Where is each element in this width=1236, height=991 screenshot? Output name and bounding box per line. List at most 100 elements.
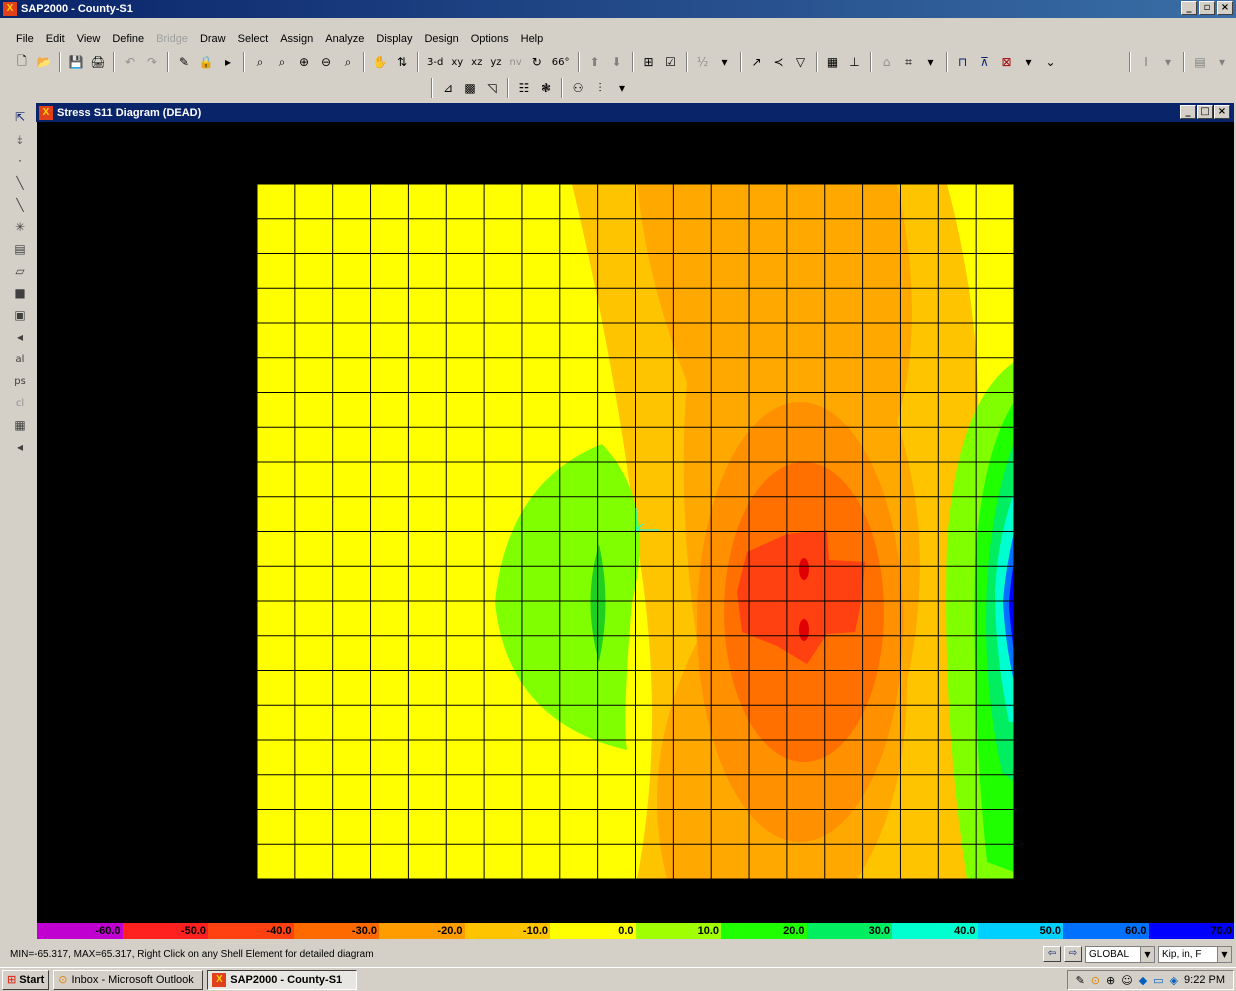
- show-forces-icon[interactable]: ≺: [773, 55, 784, 69]
- units-select[interactable]: Kip, in, F ▼: [1158, 945, 1232, 963]
- rotate-view-icon[interactable]: ↻: [531, 55, 542, 69]
- move-up-icon[interactable]: ⬆: [589, 55, 600, 69]
- show-deformed-icon[interactable]: ↗: [751, 55, 762, 69]
- dropdown-arrow-icon[interactable]: ▾: [1164, 55, 1172, 69]
- chevron-down-icon[interactable]: ▼: [1217, 946, 1231, 962]
- stress-contour-plot[interactable]: [37, 122, 1234, 923]
- quick-draw-area-icon[interactable]: ▣: [14, 308, 26, 322]
- previous-selection-icon[interactable]: ps: [14, 375, 26, 387]
- undo-icon[interactable]: ↶: [124, 55, 136, 69]
- pan-icon[interactable]: ✋: [372, 55, 388, 69]
- view-xy-button[interactable]: xy: [451, 56, 464, 68]
- start-button[interactable]: ⊞ Start: [2, 969, 50, 990]
- lock-icon[interactable]: 🔒: [198, 55, 214, 69]
- menu-bridge[interactable]: Bridge: [156, 33, 188, 45]
- menu-analyze[interactable]: Analyze: [325, 33, 365, 45]
- refresh-icon[interactable]: ⇅: [396, 55, 408, 69]
- pointer-icon[interactable]: ⇱: [14, 110, 26, 124]
- zoom-restore-icon[interactable]: ⌕: [278, 54, 286, 69]
- assign-masses-icon[interactable]: ❃: [540, 81, 552, 95]
- chevron-down-icon[interactable]: ▼: [1140, 946, 1154, 962]
- dropdown-arrow-icon[interactable]: ▾: [721, 55, 728, 69]
- outlook-tray-icon[interactable]: ⊙: [1090, 973, 1100, 987]
- more-left-tools-icon[interactable]: ◂: [16, 330, 24, 344]
- new-file-icon[interactable]: 🗋: [17, 53, 27, 68]
- set-display-options-icon[interactable]: ⊞: [643, 55, 654, 69]
- show-stress-icon[interactable]: ▽: [795, 55, 806, 69]
- brace-icon[interactable]: ⊼: [980, 55, 989, 69]
- zoom-fit-icon[interactable]: ⌕: [344, 54, 352, 69]
- more-left-tools-icon[interactable]: ◂: [16, 440, 24, 454]
- network-icon[interactable]: ◆: [1138, 973, 1148, 987]
- taskbar-item-sap2000[interactable]: X SAP2000 - County-S1: [207, 969, 358, 990]
- section-icon[interactable]: I: [1144, 55, 1148, 69]
- stress-diagram-canvas[interactable]: [37, 122, 1234, 923]
- frame-loads-icon[interactable]: ⫶: [598, 80, 602, 95]
- view-3d-button[interactable]: 3-d: [427, 56, 444, 68]
- menu-edit[interactable]: Edit: [45, 33, 65, 45]
- clear-selection-icon[interactable]: cl: [15, 397, 25, 409]
- view-nv-button[interactable]: nv: [509, 56, 522, 68]
- previous-arrow-icon[interactable]: ⇦: [1043, 946, 1061, 962]
- assign-loads-icon[interactable]: ☷: [518, 81, 530, 95]
- taskbar-item-outlook[interactable]: ⊙ Inbox - Microsoft Outlook: [53, 969, 204, 990]
- menu-file[interactable]: File: [16, 33, 34, 45]
- save-icon[interactable]: 💾: [68, 55, 84, 69]
- dropdown-arrow-icon[interactable]: ▾: [1025, 55, 1032, 69]
- menu-assign[interactable]: Assign: [280, 33, 314, 45]
- draw-brace-icon[interactable]: ✳: [14, 220, 26, 234]
- dropdown-arrow-icon[interactable]: ▾: [927, 55, 934, 69]
- section-designer-icon[interactable]: ⌂: [882, 55, 891, 69]
- draw-poly-area-icon[interactable]: ▱: [15, 264, 25, 278]
- draw-link-icon[interactable]: ▤: [14, 242, 26, 256]
- assign-frame-icon[interactable]: ▩: [464, 81, 476, 95]
- user-icon[interactable]: ☺: [1121, 973, 1133, 987]
- assign-joint-icon[interactable]: ⊿: [442, 81, 454, 95]
- pen-icon[interactable]: ✎: [1075, 973, 1085, 987]
- menu-define[interactable]: Define: [112, 33, 145, 45]
- perspective-button[interactable]: 66°: [551, 56, 570, 68]
- next-arrow-icon[interactable]: ⇨: [1064, 946, 1082, 962]
- fraction-icon[interactable]: ½: [696, 55, 709, 69]
- draw-rect-area-icon[interactable]: ■: [14, 286, 26, 300]
- menu-design[interactable]: Design: [424, 33, 459, 45]
- table-icon[interactable]: ▦: [826, 55, 839, 69]
- frame-icon[interactable]: ⊓: [957, 55, 968, 69]
- joint-reaction-icon[interactable]: ⊥: [849, 55, 860, 69]
- close-button[interactable]: ×: [1214, 105, 1230, 119]
- draw-frame-icon[interactable]: ╲: [16, 176, 24, 190]
- menu-help[interactable]: Help: [520, 33, 544, 45]
- truss-icon[interactable]: ⊠: [1001, 55, 1012, 69]
- select-all-icon[interactable]: ⌗: [905, 54, 912, 69]
- select-all-icon[interactable]: al: [15, 353, 25, 365]
- snap-icon[interactable]: ▦: [14, 418, 26, 432]
- menu-select[interactable]: Select: [237, 33, 269, 45]
- reshape-icon[interactable]: ⤈: [17, 131, 23, 146]
- zoom-window-icon[interactable]: ⌕: [256, 54, 264, 69]
- close-button[interactable]: ×: [1217, 1, 1233, 15]
- dropdown-arrow-icon[interactable]: ▾: [618, 81, 626, 95]
- coordinate-system-select[interactable]: GLOBAL ▼: [1085, 945, 1155, 963]
- move-down-icon[interactable]: ⬇: [611, 55, 622, 69]
- view-xz-button[interactable]: xz: [471, 56, 483, 68]
- redo-icon[interactable]: ↷: [146, 55, 158, 69]
- pencil-icon[interactable]: ✎: [178, 55, 190, 69]
- print-icon[interactable]: 🖨: [90, 55, 106, 69]
- monitor-icon[interactable]: ▭: [1153, 973, 1164, 987]
- menu-display[interactable]: Display: [376, 33, 413, 45]
- menu-draw[interactable]: Draw: [199, 33, 226, 45]
- shield-icon[interactable]: ◈: [1169, 973, 1179, 987]
- zoom-in-icon[interactable]: ⊕: [298, 55, 310, 69]
- area-section-icon[interactable]: ▤: [1194, 55, 1206, 69]
- more-tools-icon[interactable]: ⌄: [1045, 55, 1056, 69]
- open-folder-icon[interactable]: 📂: [36, 55, 52, 69]
- draw-point-icon[interactable]: ·: [18, 154, 22, 168]
- run-analysis-icon[interactable]: ▸: [224, 55, 232, 69]
- quick-draw-frame-icon[interactable]: ╲: [16, 198, 24, 212]
- restore-button[interactable]: ▫: [1199, 1, 1215, 15]
- checkbox-icon[interactable]: ☑: [665, 55, 676, 69]
- minimize-button[interactable]: _: [1181, 1, 1197, 15]
- menu-view[interactable]: View: [76, 33, 101, 45]
- menu-options[interactable]: Options: [470, 33, 509, 45]
- frame-releases-icon[interactable]: ⚇: [572, 81, 584, 95]
